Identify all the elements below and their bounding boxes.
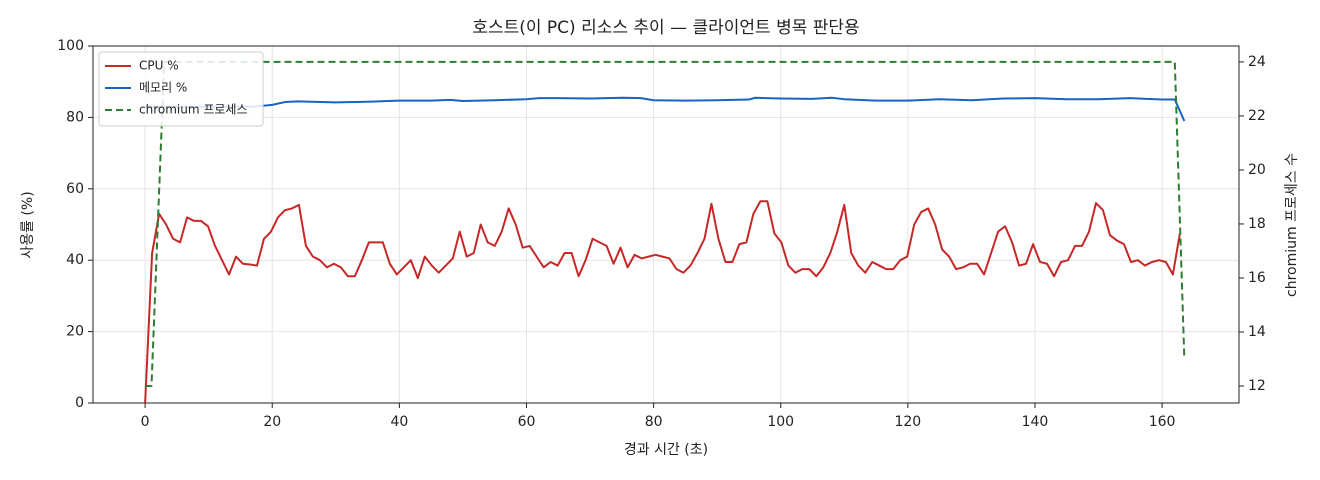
y-tick-label: 60 xyxy=(66,181,84,197)
x-tick-label: 60 xyxy=(518,414,536,430)
series-line xyxy=(145,60,1186,387)
legend-label: CPU % xyxy=(139,59,179,73)
x-tick-label: 100 xyxy=(767,414,794,430)
y-axis-label: 사용률 (%) xyxy=(20,191,36,258)
y-tick-label: 80 xyxy=(66,109,84,125)
y2-tick-label: 16 xyxy=(1248,270,1266,286)
chart-title: 호스트(이 PC) 리소스 추이 — 클라이언트 병목 판단용 xyxy=(472,18,859,38)
x-tick-label: 120 xyxy=(894,414,921,430)
series-line xyxy=(144,200,1181,404)
y-tick-label: 20 xyxy=(66,324,84,340)
y-tick-label: 0 xyxy=(75,395,84,411)
x-tick-label: 160 xyxy=(1149,414,1176,430)
legend-label: chromium 프로세스 xyxy=(139,103,248,117)
plot-frame xyxy=(92,45,1240,404)
y2-tick-label: 18 xyxy=(1248,216,1266,232)
x-tick-label: 20 xyxy=(263,414,281,430)
legend-label: 메모리 % xyxy=(139,81,187,95)
y-tick-label: 100 xyxy=(57,38,84,54)
y-tick-label: 40 xyxy=(66,252,84,268)
x-tick-label: 80 xyxy=(645,414,663,430)
x-axis-label: 경과 시간 (초) xyxy=(624,442,708,458)
series-line xyxy=(145,96,1186,122)
y2-tick-label: 14 xyxy=(1248,324,1266,340)
y2-tick-label: 20 xyxy=(1248,162,1266,178)
y2-tick-label: 12 xyxy=(1248,378,1266,394)
x-tick-label: 0 xyxy=(141,414,150,430)
y2-tick-label: 24 xyxy=(1248,54,1266,70)
x-tick-label: 140 xyxy=(1022,414,1049,430)
x-tick-label: 40 xyxy=(390,414,408,430)
y2-axis-label: chromium 프로세스 수 xyxy=(1284,153,1300,297)
y2-tick-label: 22 xyxy=(1248,108,1266,124)
legend-box xyxy=(98,51,264,127)
legend: CPU % 메모리 % chromium 프로세스 xyxy=(98,51,264,127)
